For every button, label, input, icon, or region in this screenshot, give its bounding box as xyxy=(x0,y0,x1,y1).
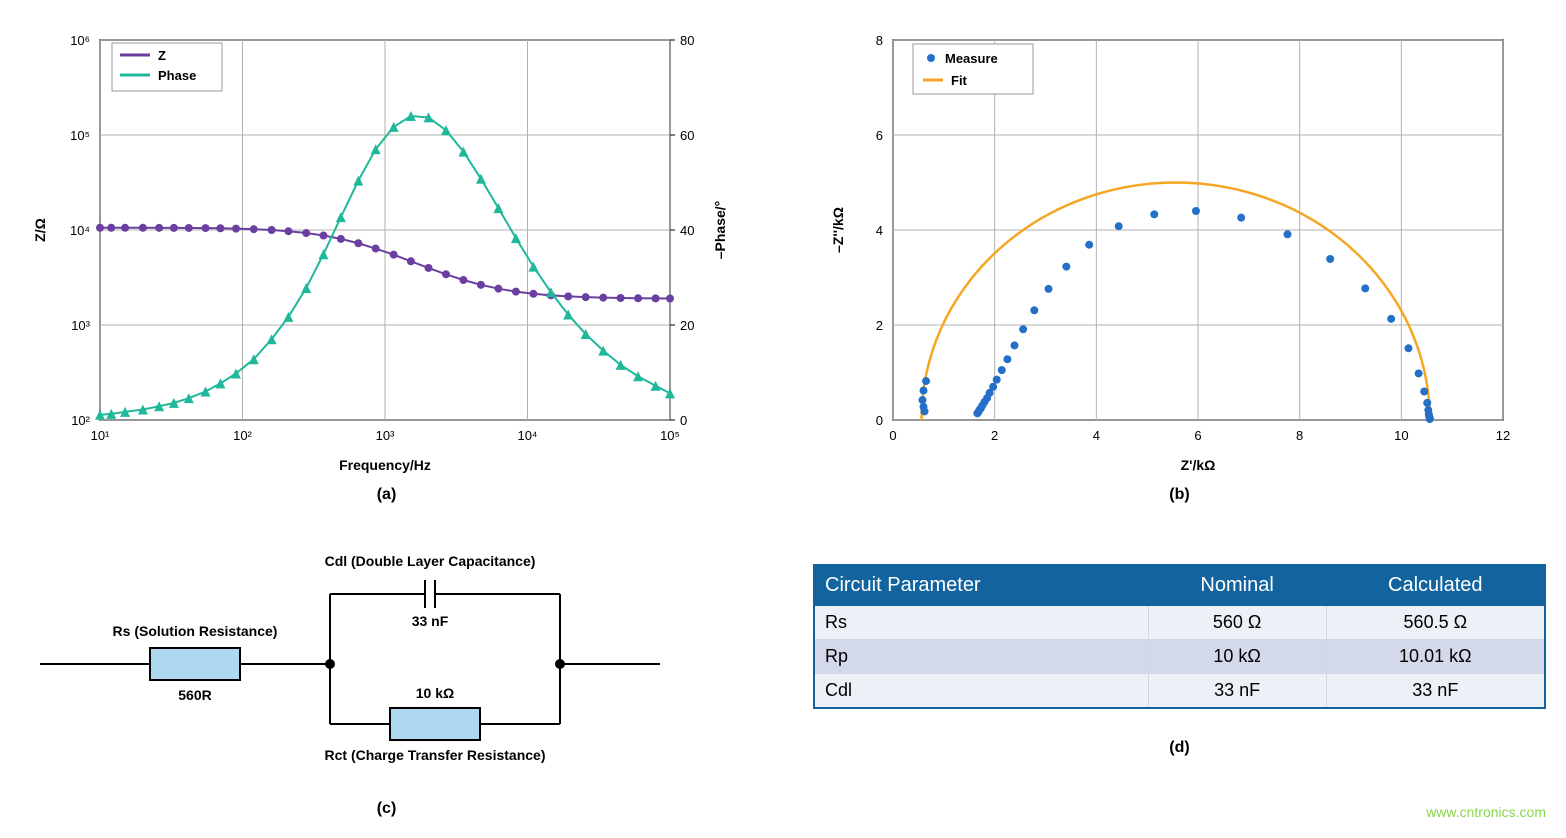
svg-text:Z'/kΩ: Z'/kΩ xyxy=(1181,457,1216,473)
svg-text:20: 20 xyxy=(680,318,694,333)
svg-text:Frequency/Hz: Frequency/Hz xyxy=(339,457,431,473)
svg-text:10 kΩ: 10 kΩ xyxy=(416,685,454,701)
table-row: Cdl 33 nF 33 nF xyxy=(814,674,1545,709)
circuit-caption: (c) xyxy=(20,800,753,818)
svg-text:Measure: Measure xyxy=(945,51,998,66)
cell: 33 nF xyxy=(1148,674,1326,709)
svg-text:8: 8 xyxy=(876,33,883,48)
bode-chart: 10¹10²10³10⁴10⁵10²10³10⁴10⁵10⁶020406080F… xyxy=(20,20,740,480)
svg-text:Fit: Fit xyxy=(951,73,968,88)
svg-text:560R: 560R xyxy=(178,687,211,703)
svg-text:0: 0 xyxy=(876,413,883,428)
svg-text:2: 2 xyxy=(876,318,883,333)
cell: 10.01 kΩ xyxy=(1326,640,1545,674)
nyquist-caption: (b) xyxy=(813,486,1546,504)
cell: Cdl xyxy=(814,674,1148,709)
svg-text:10⁴: 10⁴ xyxy=(70,223,90,238)
svg-text:2: 2 xyxy=(991,428,998,443)
table-caption: (d) xyxy=(813,739,1546,757)
svg-text:80: 80 xyxy=(680,33,694,48)
svg-text:Rs (Solution Resistance): Rs (Solution Resistance) xyxy=(113,623,278,639)
circuit-diagram: Rs (Solution Resistance) 560R Cdl (Double … xyxy=(20,534,740,794)
svg-text:Z: Z xyxy=(158,48,166,63)
svg-text:–Phase/°: –Phase/° xyxy=(712,201,728,260)
svg-text:33 nF: 33 nF xyxy=(412,613,449,629)
bode-panel: 10¹10²10³10⁴10⁵10²10³10⁴10⁵10⁶020406080F… xyxy=(20,20,753,504)
svg-text:–Z''/kΩ: –Z''/kΩ xyxy=(830,207,846,253)
nyquist-chart: 0 2 4 6 8 10 12 0 2 4 6 8 Z'/kΩ –Z''/kΩ Measure Fit xyxy=(813,20,1533,480)
svg-text:Z/Ω: Z/Ω xyxy=(32,218,48,242)
svg-text:10²: 10² xyxy=(233,428,252,443)
svg-text:8: 8 xyxy=(1296,428,1303,443)
svg-text:0: 0 xyxy=(889,428,896,443)
watermark: www.cntronics.com xyxy=(1426,804,1546,820)
svg-text:6: 6 xyxy=(1194,428,1201,443)
svg-text:10³: 10³ xyxy=(71,318,90,333)
cell: 560.5 Ω xyxy=(1326,606,1545,640)
cell: Rs xyxy=(814,606,1148,640)
table-header-param: Circuit Parameter xyxy=(814,565,1148,606)
svg-text:10⁵: 10⁵ xyxy=(660,428,680,443)
svg-text:6: 6 xyxy=(876,128,883,143)
nyquist-panel: 0 2 4 6 8 10 12 0 2 4 6 8 Z'/kΩ –Z''/kΩ Measure Fit (b) xyxy=(813,20,1546,504)
table-row: Rs 560 Ω 560.5 Ω xyxy=(814,606,1545,640)
svg-text:10⁶: 10⁶ xyxy=(70,33,90,48)
table-panel: Circuit Parameter Nominal Calculated Rs … xyxy=(813,534,1546,818)
parameter-table: Circuit Parameter Nominal Calculated Rs … xyxy=(813,564,1546,709)
svg-text:Phase: Phase xyxy=(158,68,196,83)
svg-text:12: 12 xyxy=(1496,428,1510,443)
svg-text:10⁵: 10⁵ xyxy=(70,128,90,143)
circuit-panel: Rs (Solution Resistance) 560R Cdl (Double … xyxy=(20,534,753,818)
svg-text:4: 4 xyxy=(1093,428,1100,443)
cell: 560 Ω xyxy=(1148,606,1326,640)
svg-text:4: 4 xyxy=(876,223,883,238)
svg-text:10¹: 10¹ xyxy=(91,428,110,443)
svg-text:10⁴: 10⁴ xyxy=(517,428,537,443)
svg-text:Rct (Charge Transfer Resistanc: Rct (Charge Transfer Resistance) xyxy=(325,747,546,763)
table-row: Rp 10 kΩ 10.01 kΩ xyxy=(814,640,1545,674)
svg-text:60: 60 xyxy=(680,128,694,143)
table-header-calculated: Calculated xyxy=(1326,565,1545,606)
svg-text:10³: 10³ xyxy=(376,428,395,443)
svg-text:10: 10 xyxy=(1394,428,1408,443)
svg-text:Cdl (Double Layer Capacitance): Cdl (Double Layer Capacitance) xyxy=(325,553,536,569)
bode-caption: (a) xyxy=(20,486,753,504)
cell: 10 kΩ xyxy=(1148,640,1326,674)
table-header-nominal: Nominal xyxy=(1148,565,1326,606)
svg-text:10²: 10² xyxy=(71,413,90,428)
cell: Rp xyxy=(814,640,1148,674)
svg-text:40: 40 xyxy=(680,223,694,238)
cell: 33 nF xyxy=(1326,674,1545,709)
svg-text:0: 0 xyxy=(680,413,687,428)
